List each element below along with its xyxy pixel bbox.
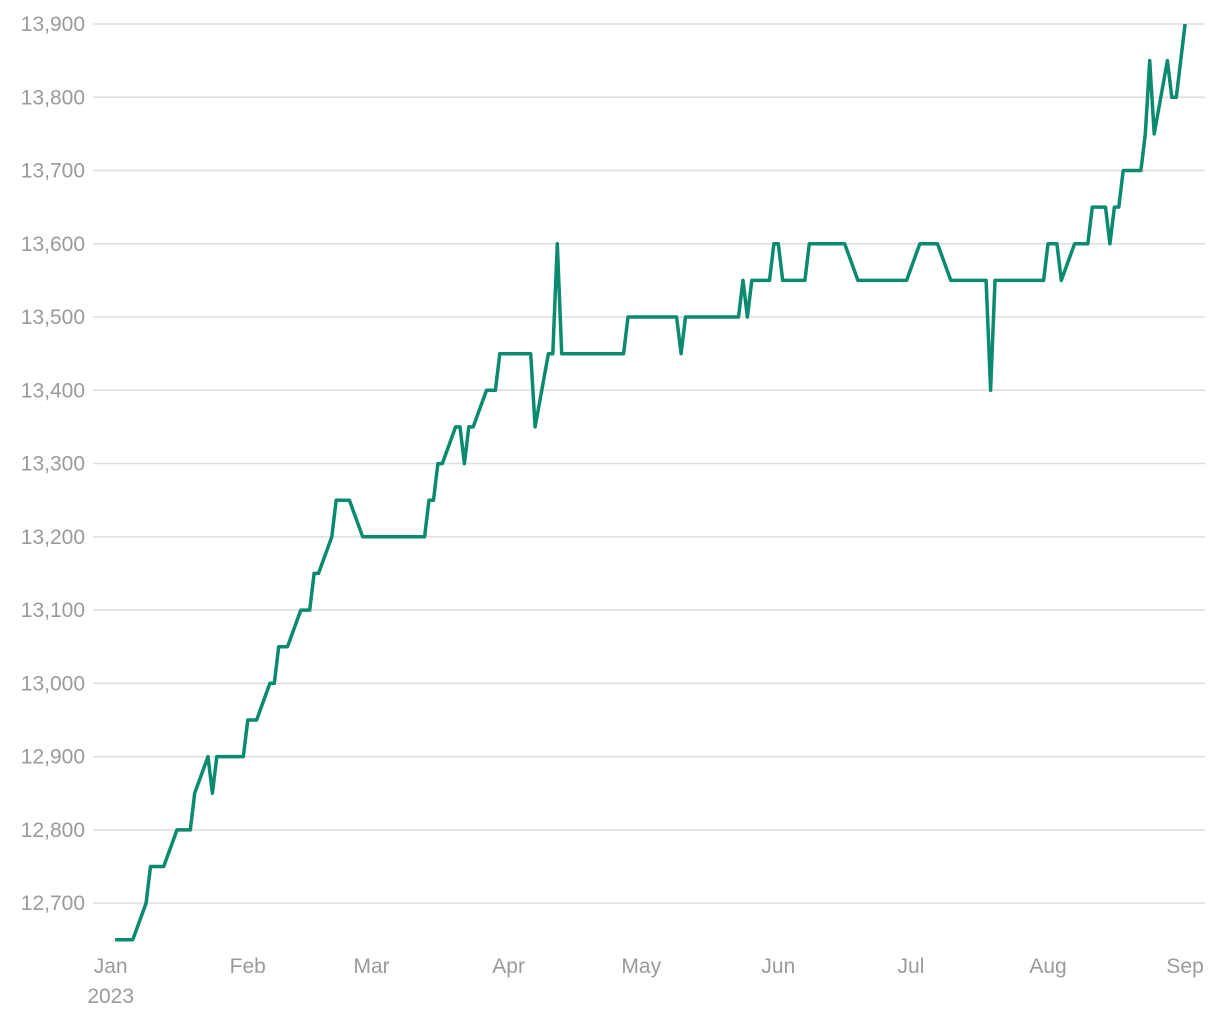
y-tick-label: 13,600	[21, 233, 85, 256]
data-line	[115, 23, 1187, 942]
y-tick-label: 13,000	[21, 672, 85, 695]
x-tick-label: Mar	[353, 955, 389, 978]
y-tick-label: 12,800	[21, 819, 85, 842]
y-tick-label: 12,700	[21, 892, 85, 915]
y-tick-label: 13,400	[21, 379, 85, 402]
y-tick-label: 12,900	[21, 746, 85, 769]
y-tick-label: 13,900	[21, 13, 85, 36]
y-tick-label: 13,100	[21, 599, 85, 622]
y-tick-label: 13,300	[21, 453, 85, 476]
x-tick-label: Aug	[1029, 955, 1066, 978]
x-tick-label: Apr	[492, 955, 525, 978]
y-tick-label: 13,500	[21, 306, 85, 329]
x-tick-label: Feb	[230, 955, 266, 978]
x-tick-label: Jul	[898, 955, 925, 978]
x-tick-label: Jan	[94, 955, 128, 978]
x-tick-label: Sep	[1166, 955, 1203, 978]
y-tick-label: 13,800	[21, 86, 85, 109]
x-tick-label: May	[621, 955, 661, 978]
x-tick-sublabel: 2023	[87, 985, 134, 1008]
y-tick-label: 13,200	[21, 526, 85, 549]
x-tick-label: Jun	[761, 955, 795, 978]
y-tick-label: 13,700	[21, 160, 85, 183]
